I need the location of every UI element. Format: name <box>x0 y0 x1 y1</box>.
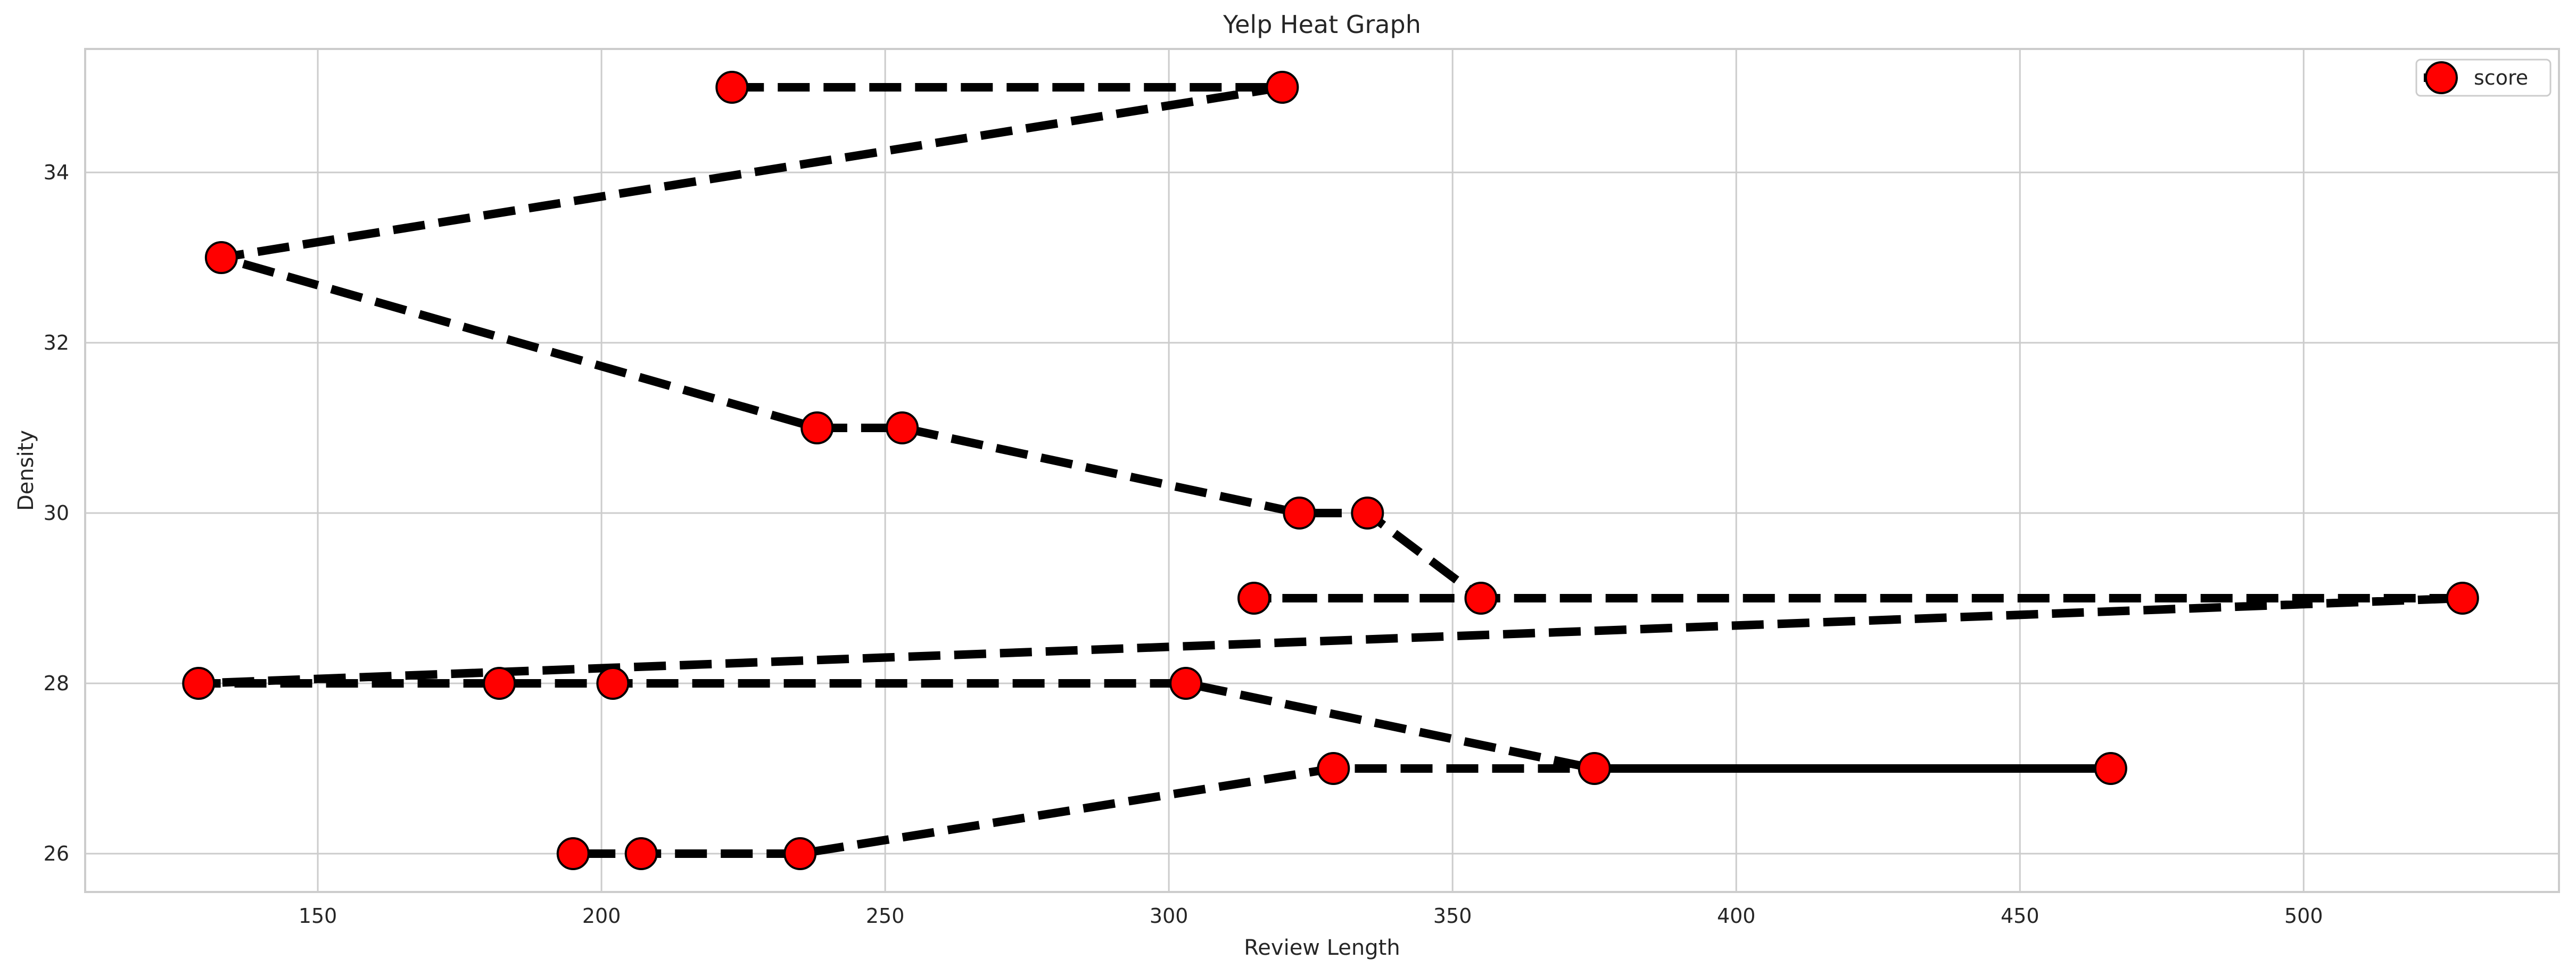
data-point <box>556 837 590 870</box>
x-tick-label: 500 <box>2284 904 2323 928</box>
grid <box>85 49 2559 892</box>
legend: score <box>2415 59 2552 97</box>
x-tick-label: 350 <box>1433 904 1472 928</box>
data-point <box>1169 667 1203 700</box>
x-tick-label: 150 <box>299 904 337 928</box>
data-point <box>624 837 658 870</box>
legend-marker-swatch <box>2425 61 2458 94</box>
x-tick-label: 300 <box>1150 904 1188 928</box>
x-tick-label: 200 <box>582 904 621 928</box>
y-tick-label: 30 <box>44 501 69 525</box>
data-point <box>1237 582 1271 615</box>
y-tick-label: 32 <box>44 331 69 354</box>
data-point <box>483 667 516 700</box>
data-point <box>1317 752 1350 785</box>
plot-frame <box>84 48 2560 893</box>
data-point <box>2094 752 2127 785</box>
data-point <box>1266 71 1299 104</box>
data-point <box>1351 497 1384 530</box>
y-axis-label: Density <box>14 430 38 511</box>
data-point <box>886 411 919 444</box>
series-layer <box>182 71 2479 870</box>
x-tick-label: 400 <box>1717 904 1756 928</box>
data-point <box>1578 752 1611 785</box>
data-point <box>204 241 238 274</box>
data-point <box>182 667 216 700</box>
legend-label: score <box>2474 66 2528 89</box>
y-tick-label: 28 <box>44 672 69 695</box>
data-point <box>1464 582 1498 615</box>
data-point <box>2446 582 2479 615</box>
y-tick-label: 34 <box>44 161 69 184</box>
tick-labels: 150 200 250 300 350 400 450 500 26 28 30 32 34 <box>44 161 2323 928</box>
data-point <box>596 667 630 700</box>
x-tick-label: 450 <box>2001 904 2040 928</box>
x-axis-label: Review Length <box>1244 936 1400 960</box>
data-point <box>1283 497 1316 530</box>
data-point <box>800 411 834 444</box>
x-tick-label: 250 <box>866 904 905 928</box>
chart-title: Yelp Heat Graph <box>1223 10 1421 39</box>
data-point <box>783 837 817 870</box>
data-point <box>715 71 749 104</box>
y-tick-label: 26 <box>44 842 69 865</box>
